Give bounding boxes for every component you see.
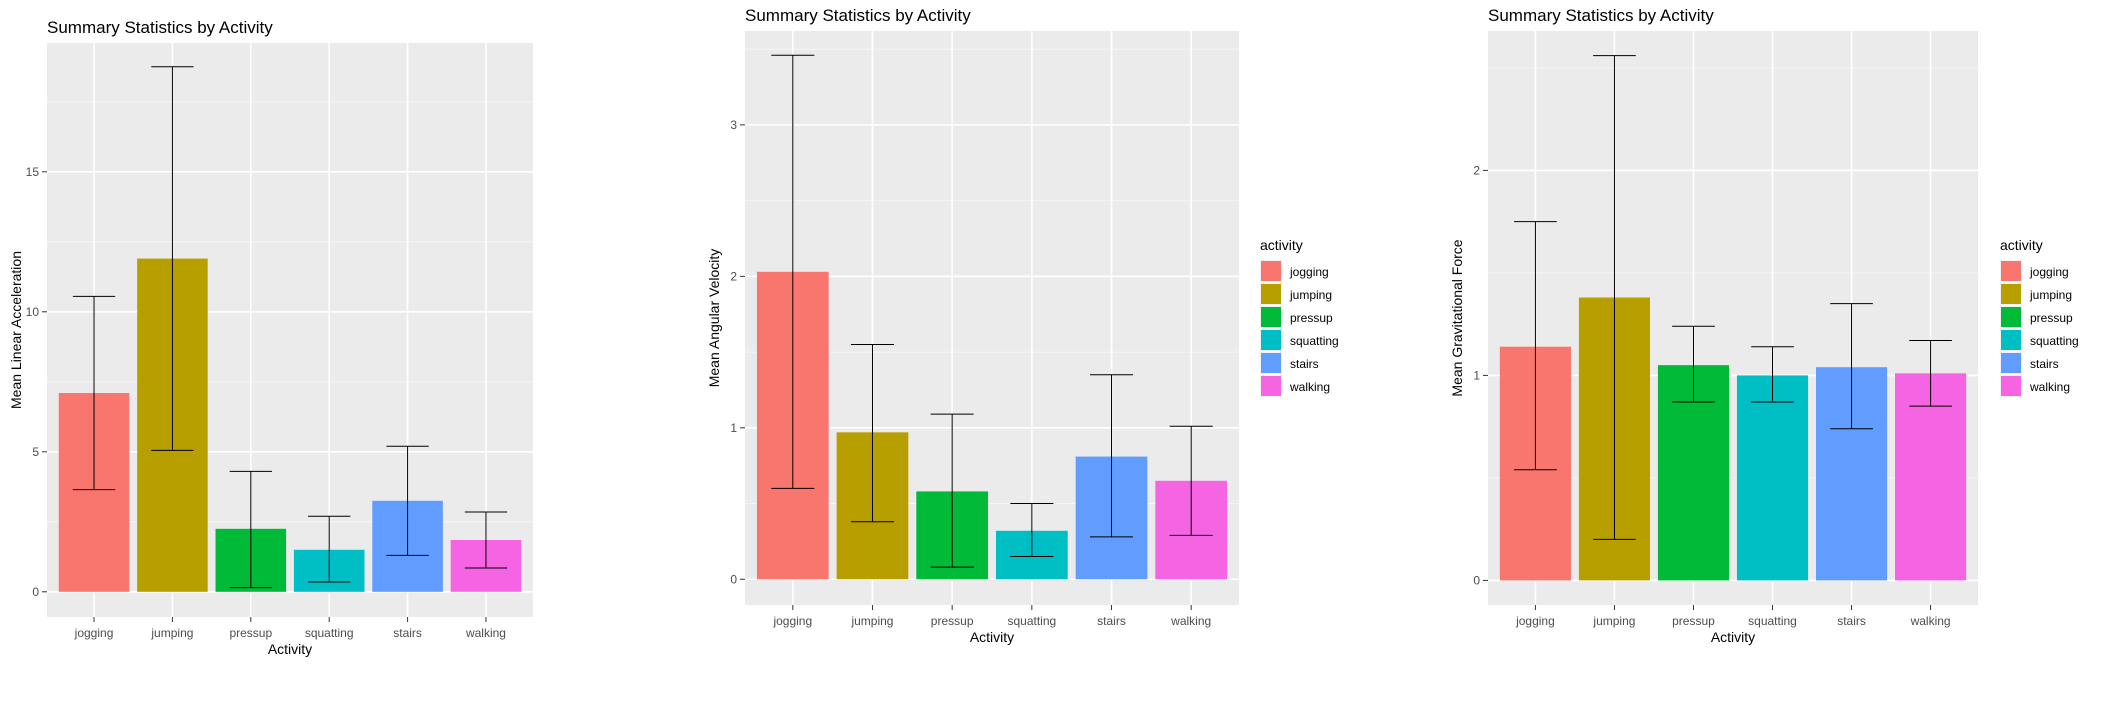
legend-swatch-walking	[1261, 376, 1281, 396]
y-tick-label: 15	[26, 165, 40, 179]
error-bar-stairs	[1830, 303, 1873, 430]
error-bar-squatting	[308, 515, 351, 583]
legend-title: activity	[1260, 237, 1303, 253]
legend-label-jogging: jogging	[2029, 265, 2069, 279]
error-bar-jumping	[850, 344, 894, 523]
legend-label-pressup: pressup	[1290, 311, 1333, 325]
error-bar-walking	[464, 511, 508, 569]
x-axis-title: Activity	[1711, 629, 1755, 645]
legend-title: activity	[2000, 237, 2043, 253]
bar-squatting	[1736, 375, 1809, 581]
legend-label-walking: walking	[1289, 380, 1330, 394]
legend: activity jogging jumping pressup squatting st…	[1260, 237, 1339, 397]
legend-label-pressup: pressup	[2030, 311, 2073, 325]
x-axis-title: Activity	[268, 641, 312, 657]
legend-label-squatting: squatting	[1290, 334, 1339, 348]
y-tick-label: 1	[1473, 368, 1480, 382]
x-tick-label-jogging: jogging	[74, 626, 114, 640]
bar-walking	[1895, 373, 1967, 581]
y-tick-label: 2	[1473, 163, 1480, 177]
x-tick-label-squatting: squatting	[305, 626, 354, 640]
x-tick-label-jumping: jumping	[850, 614, 893, 628]
x-tick-label-jumping: jumping	[150, 626, 193, 640]
x-axis-title: Activity	[970, 629, 1014, 645]
x-tick-label-stairs: stairs	[1837, 614, 1866, 628]
legend-swatch-jumping	[2001, 284, 2021, 304]
chart-svg-0: Summary Statistics by Activity 0 5 10 15 jogg…	[8, 18, 634, 657]
y-tick-label: 0	[730, 572, 737, 586]
x-tick-label-pressup: pressup	[229, 626, 272, 640]
error-bar-stairs	[1090, 374, 1134, 538]
legend-label-walking: walking	[2029, 380, 2070, 394]
chart-linear-acceleration: Summary Statistics by Activity 0 5 10 15 jogg…	[0, 0, 634, 701]
x-tick-label-jumping: jumping	[1592, 614, 1635, 628]
x-tick-label-pressup: pressup	[1672, 614, 1715, 628]
y-tick-label: 0	[1473, 573, 1480, 587]
error-bar-pressup	[229, 470, 272, 589]
y-axis-title: Mean Gravitational Force	[1450, 239, 1465, 396]
error-bar-walking	[1909, 340, 1952, 407]
chart-svg-1: Summary Statistics by Activity 0 1 2 3 joggin…	[706, 6, 1339, 645]
x-tick-label-walking: walking	[1170, 614, 1211, 628]
legend-swatch-jogging	[2001, 261, 2021, 281]
error-bar-jogging	[1514, 221, 1557, 471]
error-bar-stairs	[386, 445, 429, 556]
chart-gravitational-force: Summary Statistics by Activity 0 1 2 jogging…	[1449, 0, 2116, 701]
error-bar-walking	[1169, 425, 1213, 536]
x-tick-label-squatting: squatting	[1007, 614, 1056, 628]
y-tick-label: 0	[32, 585, 39, 599]
error-bar-squatting	[1010, 503, 1054, 558]
x-tick-label-stairs: stairs	[1097, 614, 1126, 628]
legend-swatch-jumping	[1261, 284, 1281, 304]
legend-label-jogging: jogging	[1289, 265, 1329, 279]
chart-title: Summary Statistics by Activity	[745, 6, 971, 25]
legend-label-jumping: jumping	[2029, 288, 2072, 302]
x-tick-label-walking: walking	[465, 626, 506, 640]
x-tick-label-jogging: jogging	[772, 614, 812, 628]
legend: activity jogging jumping pressup squatting st…	[2000, 237, 2079, 397]
error-bar-jumping	[1593, 55, 1636, 540]
error-bar-squatting	[1751, 346, 1794, 403]
legend-swatch-walking	[2001, 376, 2021, 396]
x-tick-label-walking: walking	[1910, 614, 1951, 628]
legend-swatch-stairs	[1261, 353, 1281, 373]
legend-swatch-pressup	[1261, 307, 1281, 327]
x-tick-label-jogging: jogging	[1515, 614, 1555, 628]
y-axis-title: Mean Angular Velocity	[706, 249, 722, 388]
legend-swatch-pressup	[2001, 307, 2021, 327]
y-axis-title: Mean Linear Acceleration	[8, 251, 24, 409]
error-bar-pressup	[930, 413, 974, 568]
legend-label-jumping: jumping	[1289, 288, 1332, 302]
legend-swatch-stairs	[2001, 353, 2021, 373]
chart-svg-2: Summary Statistics by Activity 0 1 2 jogging…	[1449, 6, 2079, 645]
chart-angular-velocity: Summary Statistics by Activity 0 1 2 3 joggin…	[700, 0, 1380, 701]
legend-swatch-squatting	[1261, 330, 1281, 350]
chart-title: Summary Statistics by Activity	[47, 18, 273, 37]
y-tick-label: 5	[32, 445, 39, 459]
legend-label-stairs: stairs	[2030, 357, 2059, 371]
legend-swatch-squatting	[2001, 330, 2021, 350]
y-tick-label: 1	[730, 421, 737, 435]
y-tick-label: 10	[26, 305, 40, 319]
y-tick-label: 2	[730, 269, 737, 283]
error-bar-jogging	[72, 295, 116, 491]
error-bar-jumping	[151, 66, 194, 451]
chart-title: Summary Statistics by Activity	[1488, 6, 1714, 25]
legend-label-squatting: squatting	[2030, 334, 2079, 348]
error-bar-pressup	[1672, 325, 1715, 403]
error-bar-jogging	[771, 54, 815, 489]
y-tick-label: 3	[730, 118, 737, 132]
x-tick-label-stairs: stairs	[393, 626, 422, 640]
legend-swatch-jogging	[1261, 261, 1281, 281]
x-tick-label-squatting: squatting	[1748, 614, 1797, 628]
legend-label-stairs: stairs	[1290, 357, 1319, 371]
x-tick-label-pressup: pressup	[931, 614, 974, 628]
